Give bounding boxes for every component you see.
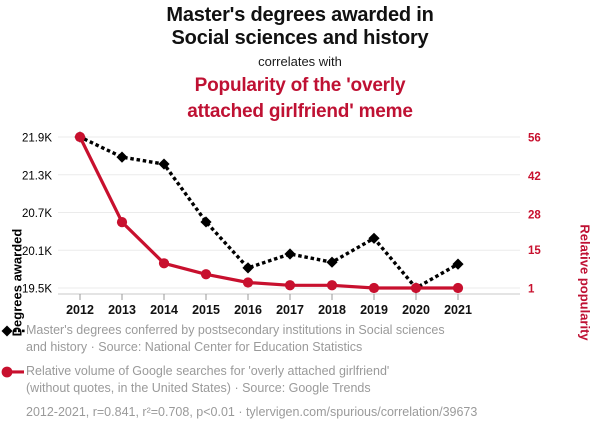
y-axis-left-tick: 20.1K [22, 246, 52, 258]
x-axis-tick-label: 2012 [66, 303, 94, 317]
data-point-marker [74, 131, 86, 143]
data-point-marker [116, 217, 128, 228]
data-point-marker [242, 277, 254, 288]
series-line [78, 135, 460, 290]
page-title-line1: Master's degrees awarded in [166, 4, 434, 26]
x-axis-tick-label: 2016 [234, 303, 262, 317]
y-axis-right-tick: 28 [528, 209, 541, 221]
data-point-marker [158, 258, 170, 269]
legend-item-popularity: Relative volume of Google searches for '… [0, 363, 600, 396]
y-axis-left-tick: 19.5K [22, 284, 52, 296]
data-point-marker [158, 158, 170, 170]
black-diamond-dotted-icon [0, 324, 26, 340]
legend-degrees-line1: Master's degrees conferred by postsecond… [26, 323, 445, 337]
legend-label-degrees: Master's degrees conferred by postsecond… [26, 322, 445, 355]
data-point-marker [242, 262, 254, 274]
y-axis-right-tick: 56 [528, 133, 541, 145]
series-line [77, 134, 461, 290]
chart-area: Degrees awarded Relative popularity 19.5… [0, 125, 600, 341]
red-circle-solid-icon [0, 365, 26, 381]
legend-item-degrees: Master's degrees conferred by postsecond… [0, 322, 600, 355]
legend-popularity-line1: Relative volume of Google searches for '… [26, 364, 390, 378]
x-axis-tick-label: 2013 [108, 303, 136, 317]
legend-label-popularity: Relative volume of Google searches for '… [26, 363, 389, 396]
page-subtitle-line2: attached girlfriend' meme [187, 101, 413, 122]
page-title-line2: Social sciences and history [171, 27, 429, 49]
y-axis-left-tick: 20.7K [22, 208, 52, 220]
data-point-marker [284, 280, 296, 291]
line-chart-svg: 19.5K 20.1K 20.7K 21.3K 21.9K 1 15 28 42 56 2012 20… [22, 131, 541, 317]
page-subtitle-line1: Popularity of the 'overly [194, 75, 406, 96]
y-axis-right-tick: 15 [528, 245, 541, 257]
y-axis-right-tick: 1 [528, 284, 535, 296]
x-axis-tick-label: 2017 [276, 303, 304, 317]
x-axis-tick-label: 2020 [402, 303, 430, 317]
chart-header: Master's degrees awarded in Social scien… [0, 4, 600, 123]
x-axis-tick-label: 2018 [318, 303, 346, 317]
y-axis-left-tick: 21.3K [22, 170, 52, 182]
data-point-marker [368, 282, 380, 294]
y-axis-left-tick: 21.9K [22, 133, 52, 145]
x-axis-tick-label: 2021 [444, 303, 472, 317]
data-point-marker [200, 216, 212, 228]
data-point-marker [452, 282, 464, 294]
data-point-marker [326, 280, 338, 291]
x-axis-tick-label: 2015 [192, 303, 220, 317]
data-point-marker [116, 151, 128, 163]
chart-footer: Master's degrees conferred by postsecond… [0, 322, 600, 420]
data-point-marker [410, 282, 422, 294]
x-axis-tick-label: 2019 [360, 303, 388, 317]
title-connector: correlates with [258, 54, 342, 69]
data-point-marker [368, 232, 380, 244]
correlation-stats[interactable]: 2012-2021, r=0.841, r²=0.708, p<0.01 · t… [26, 405, 478, 419]
data-point-marker [452, 258, 464, 270]
legend-popularity-line2: (without quotes, in the United States) ·… [26, 380, 371, 395]
legend-degrees-line2: and history · Source: National Center fo… [26, 339, 363, 354]
data-point-marker [326, 256, 338, 268]
x-axis-tick-label: 2014 [150, 303, 178, 317]
y-axis-right-tick: 42 [528, 171, 541, 183]
data-point-marker [200, 269, 212, 280]
data-point-marker [284, 248, 296, 260]
